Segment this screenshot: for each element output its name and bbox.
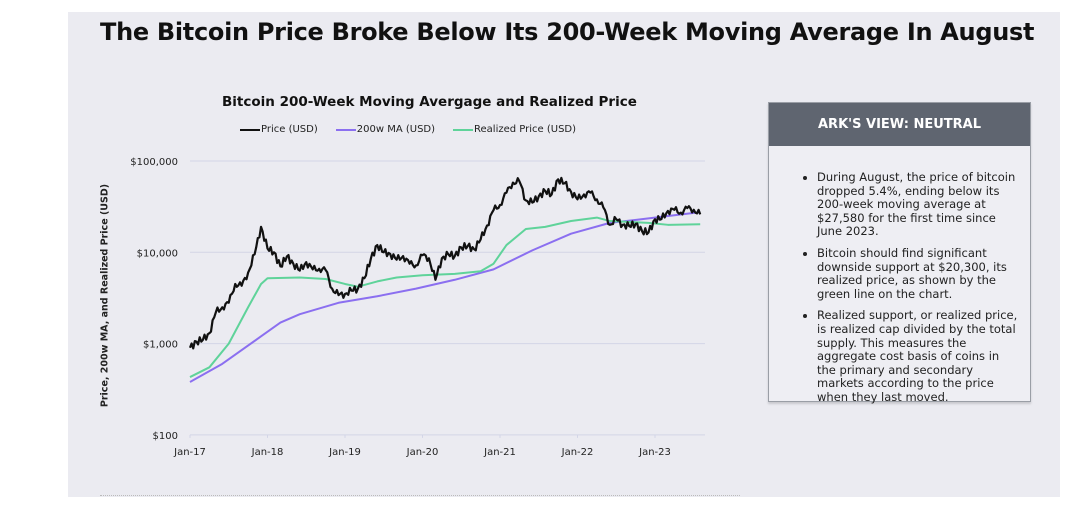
x-tick-label: Jan-20 <box>406 447 439 458</box>
bullet-item: During August, the price of bitcoin drop… <box>817 170 1018 239</box>
x-tick-label: Jan-17 <box>173 447 206 458</box>
series-line-realized-price-usd- <box>189 216 701 378</box>
legend-label: Realized Price (USD) <box>474 124 577 135</box>
x-tick-label: Jan-22 <box>561 447 594 458</box>
y-tick-label: $100,000 <box>130 157 178 168</box>
x-tick-label: Jan-18 <box>251 447 284 458</box>
series-line-price-usd- <box>188 176 702 350</box>
arks-view-panel: ARK'S VIEW: NEUTRAL During August, the p… <box>768 102 1031 405</box>
chart-legend: Price (USD) 200w MA (USD) Realized Price… <box>240 124 576 135</box>
series-line-200w-ma-usd- <box>189 211 701 383</box>
legend-item-price: Price (USD) <box>240 124 318 135</box>
legend-item-realized: Realized Price (USD) <box>453 124 576 135</box>
y-tick-label: $10,000 <box>137 248 178 259</box>
legend-label: 200w MA (USD) <box>356 124 436 135</box>
y-tick-label: $100 <box>153 431 178 442</box>
panel-heading: ARK'S VIEW: NEUTRAL <box>769 103 1030 146</box>
y-tick-label: $1,000 <box>143 340 178 351</box>
x-tick-label: Jan-19 <box>328 447 361 458</box>
x-tick-label: Jan-23 <box>638 447 671 458</box>
panel-bullets: During August, the price of bitcoin drop… <box>769 170 1030 405</box>
source-footnote <box>100 495 740 499</box>
slide-title: The Bitcoin Price Broke Below Its 200-We… <box>100 18 1035 46</box>
bullet-item: Bitcoin should find significant downside… <box>817 246 1018 301</box>
legend-label: Price (USD) <box>261 124 318 135</box>
bullet-item: Realized support, or realized price, is … <box>817 309 1018 404</box>
legend-item-200w-ma: 200w MA (USD) <box>335 124 436 135</box>
x-tick-label: Jan-21 <box>483 447 516 458</box>
chart-title: Bitcoin 200-Week Moving Avergage and Rea… <box>222 94 637 110</box>
